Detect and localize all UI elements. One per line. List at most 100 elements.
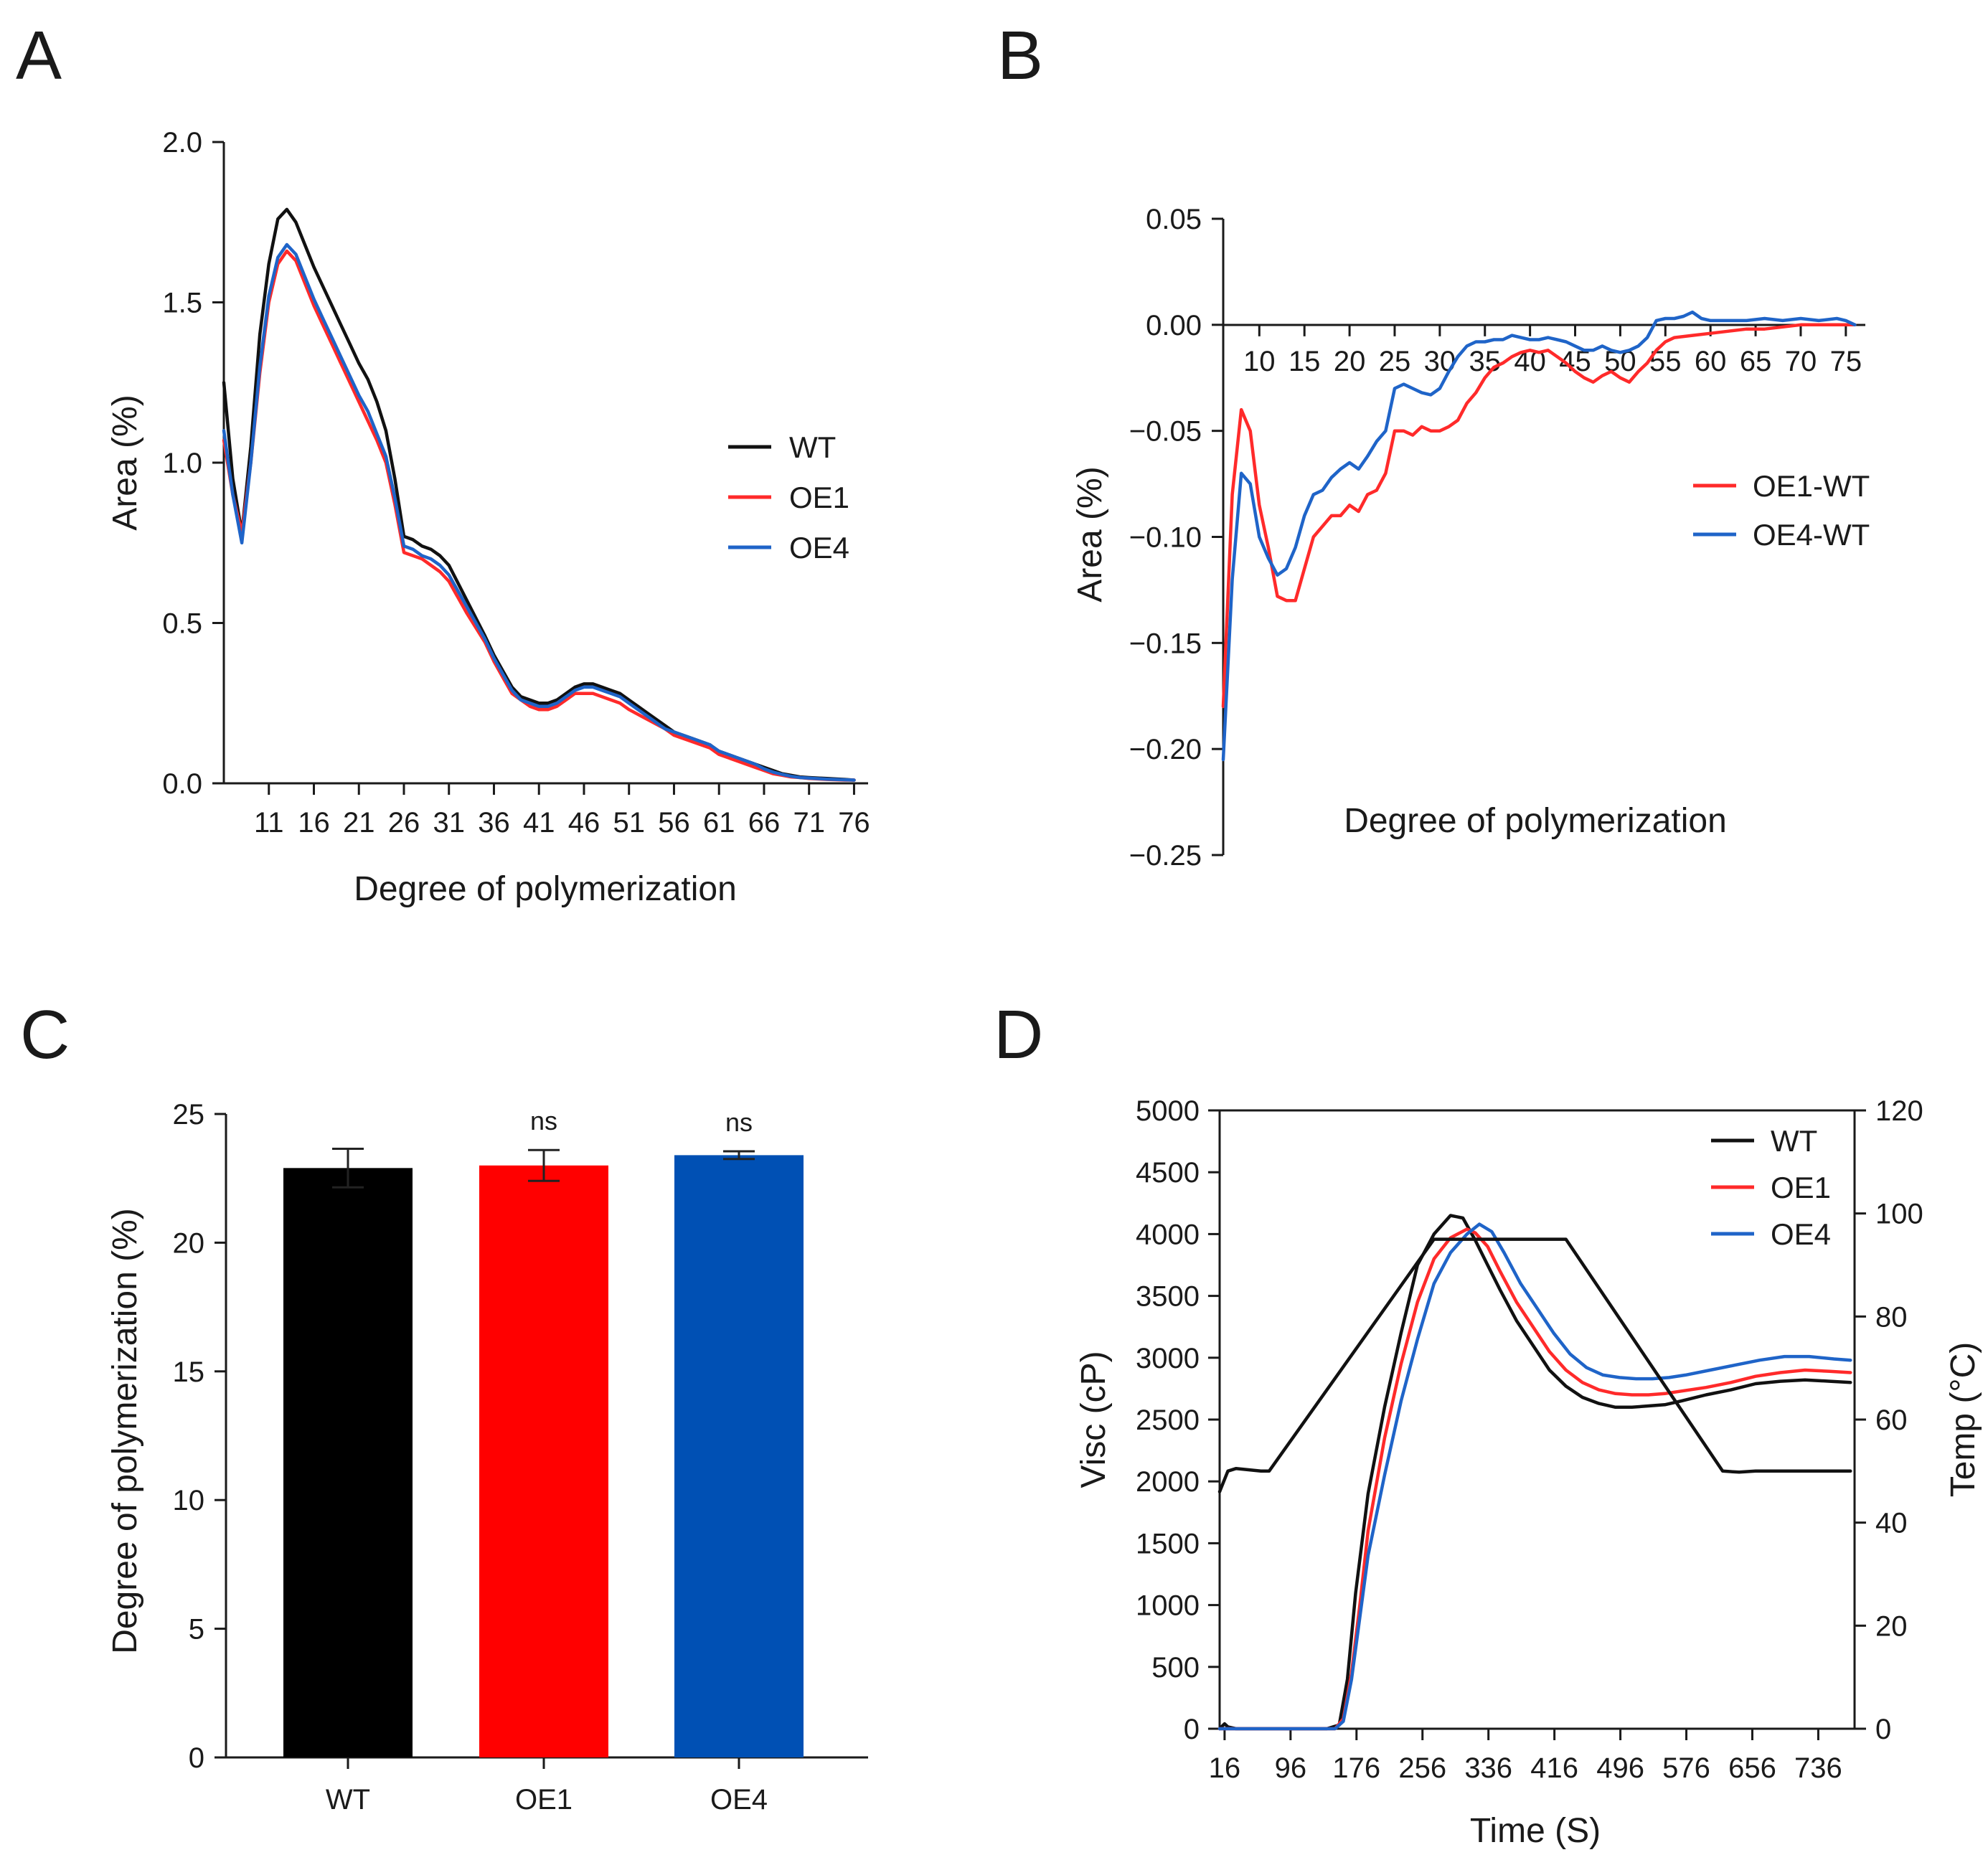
panel-d-x-tick-label: 656: [1728, 1752, 1776, 1784]
panel-a-legend: WT OE1 OE4: [728, 430, 849, 565]
panel-d-x-tick-label: 576: [1662, 1752, 1710, 1784]
panel-d-x-tick-label: 96: [1275, 1752, 1307, 1784]
panel-c-y-tick-label: 20: [173, 1227, 205, 1259]
panel-d-y-label: Visc (cP): [1075, 1351, 1113, 1488]
panel-a-y-tick-label: 1.0: [162, 448, 202, 479]
panel-a-x-tick-label: 16: [298, 807, 330, 839]
panel-d-y2-tick-label: 40: [1875, 1508, 1908, 1539]
panel-d-y-tick-label: 4500: [1136, 1157, 1200, 1189]
panel-d-x-tick-label: 16: [1209, 1752, 1241, 1784]
panel-b: B −0.25 −0.20 −0.15 −0.10 −0.05 0.00 0.05 10 15…: [997, 17, 1870, 872]
panel-b-x-tick-label: 25: [1379, 346, 1411, 377]
legend-b-oe1-label: OE1-WT: [1753, 469, 1870, 503]
legend-d-oe4-label: OE4: [1771, 1217, 1831, 1251]
panel-d-y2-tick-label: 60: [1875, 1405, 1908, 1436]
panel-d-lines: [1217, 1214, 1852, 1731]
panel-b-lines: [1221, 310, 1857, 762]
panel-b-y-ticks: −0.25 −0.20 −0.15 −0.10 −0.05 0.00 0.05: [1129, 204, 1223, 872]
panel-b-y-label: Area (%): [1071, 466, 1109, 602]
panel-b-x-tick-label: 65: [1740, 346, 1772, 377]
panel-d-line-oe1: [1217, 1227, 1852, 1731]
panel-a-line-oe4: [222, 242, 856, 782]
legend-d-oe1-label: OE1: [1771, 1171, 1831, 1204]
panel-b-x-tick-label: 55: [1649, 346, 1682, 377]
panel-a-x-tick-label: 71: [793, 807, 825, 839]
panel-c-y-label: Degree of polymerization (%): [106, 1208, 144, 1654]
panel-d-y2-tick-label: 0: [1875, 1714, 1891, 1745]
panel-d-y-tick-label: 0: [1184, 1714, 1200, 1745]
panel-a-y-label: Area (%): [106, 395, 144, 530]
panel-d-y-ticks: 0 500 1000 1500 2000 2500 3000 3500 4000 4500 5000: [1136, 1095, 1220, 1745]
panel-a-x-tick-label: 11: [254, 807, 284, 839]
panel-d-y-tick-label: 3500: [1136, 1281, 1200, 1313]
panel-a-y-tick-label: 0.0: [162, 768, 202, 800]
panel-b-y-tick-label: 0.05: [1146, 204, 1202, 235]
panel-a-x-tick-label: 26: [388, 807, 420, 839]
legend-a-oe4-label: OE4: [789, 531, 849, 565]
panel-b-x-tick-label: 70: [1785, 346, 1817, 377]
panel-c-bar-oe4: [674, 1155, 804, 1757]
panel-c-y-tick-label: 0: [189, 1742, 204, 1774]
panel-letter-d: D: [994, 996, 1043, 1073]
panel-c-y-tick-label: 15: [173, 1356, 205, 1388]
panel-c-bar-wt: [283, 1168, 413, 1757]
panel-a-x-tick-label: 46: [568, 807, 600, 839]
panel-d-y2-label: Temp (°C): [1944, 1342, 1982, 1498]
panel-a-y-tick-label: 2.0: [162, 127, 202, 159]
panel-d-y2-tick-label: 100: [1875, 1199, 1923, 1230]
panel-c-y-tick-label: 25: [173, 1099, 205, 1130]
panel-d-x-tick-label: 496: [1596, 1752, 1644, 1784]
panel-c-significance-label: ns: [725, 1108, 753, 1137]
panel-c-y-tick-label: 5: [189, 1614, 204, 1646]
panel-d-y-tick-label: 5000: [1136, 1095, 1200, 1127]
panel-c-x-tick-label: WT: [326, 1784, 370, 1816]
legend-a-oe1-label: OE1: [789, 481, 849, 514]
panel-a-x-tick-label: 31: [433, 807, 465, 839]
panel-d-y-tick-label: 2000: [1136, 1466, 1200, 1498]
panel-c: C 0 5 10 15 20 25 WT OE1 ns OE4 ns Degree of poly…: [20, 996, 868, 1816]
legend-b-oe4-label: OE4-WT: [1753, 518, 1870, 552]
panel-c-bars: WT OE1 ns OE4 ns: [283, 1106, 804, 1816]
legend-a-wt-label: WT: [789, 430, 836, 464]
panel-b-y-tick-label: 0.00: [1146, 310, 1202, 341]
panel-a-y-tick-label: 0.5: [162, 608, 202, 640]
panel-b-x-ticks: 10 15 20 25 30 35 40 45 50 55 60 65 70 75: [1243, 324, 1862, 377]
panel-b-line-oe1-wt: [1221, 323, 1857, 709]
panel-b-x-tick-label: 30: [1424, 346, 1456, 377]
panel-d-line-wt: [1217, 1214, 1852, 1731]
panel-d-line-oe4: [1217, 1222, 1852, 1731]
panel-d-y-tick-label: 4000: [1136, 1219, 1200, 1250]
panel-c-x-tick-label: OE4: [710, 1784, 768, 1816]
panel-a-x-tick-label: 56: [658, 807, 690, 839]
panel-d-y-tick-label: 1500: [1136, 1528, 1200, 1559]
panel-b-x-tick-label: 20: [1334, 346, 1366, 377]
panel-a-x-tick-label: 61: [703, 807, 735, 839]
panel-d-y2-tick-label: 80: [1875, 1301, 1908, 1333]
panel-a-x-tick-label: 41: [523, 807, 555, 839]
panel-a-x-label: Degree of polymerization: [354, 870, 737, 908]
panel-a-x-tick-label: 51: [613, 807, 645, 839]
panel-a-x-tick-label: 76: [838, 807, 870, 839]
panel-d-y-tick-label: 2500: [1136, 1405, 1200, 1436]
panel-b-x-tick-label: 15: [1289, 346, 1321, 377]
panel-d-y2-tick-label: 120: [1875, 1095, 1923, 1127]
panel-b-y-tick-label: −0.15: [1129, 628, 1202, 659]
panel-a-x-ticks: 11 16 21 26 31 36 41 46 51 56 61 66 71 76: [254, 783, 870, 839]
panel-a-line-wt: [222, 207, 856, 782]
panel-a-line-oe1: [222, 249, 856, 782]
panel-b-x-tick-label: 35: [1469, 346, 1501, 377]
panel-b-x-label: Degree of polymerization: [1344, 802, 1727, 840]
panel-b-line-oe4-wt: [1221, 310, 1857, 762]
panel-b-x-tick-label: 75: [1830, 346, 1862, 377]
panel-d-x-tick-label: 256: [1398, 1752, 1446, 1784]
panel-a-x-tick-label: 66: [748, 807, 781, 839]
panel-b-y-tick-label: −0.20: [1129, 734, 1202, 765]
panel-d-y-tick-label: 3000: [1136, 1343, 1200, 1374]
panel-d-y-tick-label: 1000: [1136, 1590, 1200, 1622]
panel-d: D 05001000150020002500300035004000450050…: [994, 996, 1982, 1850]
legend-d-wt-label: WT: [1771, 1124, 1817, 1158]
panel-d-x-tick-label: 336: [1464, 1752, 1512, 1784]
panel-c-y-ticks: 0 5 10 15 20 25: [173, 1099, 226, 1774]
panel-d-x-ticks: 16 96 176 256 336 416 496 576 656 736: [1209, 1729, 1842, 1784]
panel-b-y-tick-label: −0.05: [1129, 416, 1202, 448]
